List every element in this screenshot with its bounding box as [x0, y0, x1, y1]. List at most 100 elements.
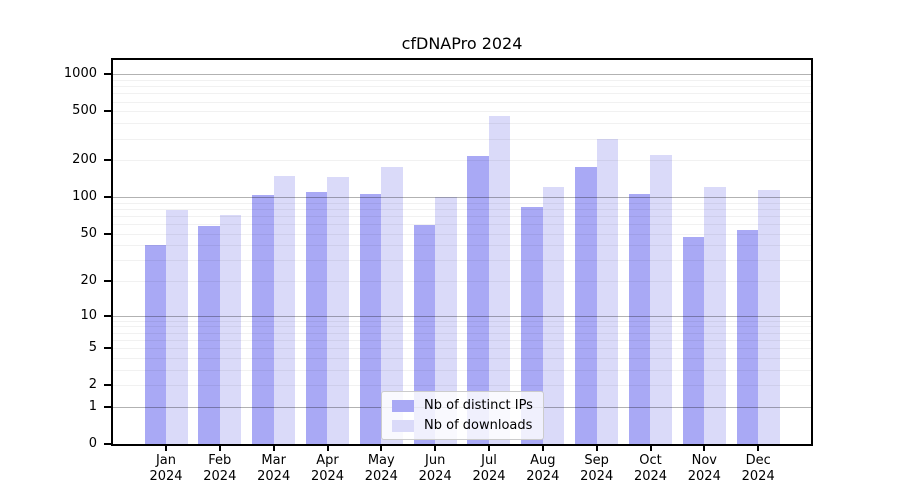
- x-tick-year: 2024: [687, 469, 721, 484]
- legend: Nb of distinct IPs Nb of downloads: [381, 391, 544, 440]
- gridline-minor: [113, 101, 811, 103]
- x-tick-label: Jan 2024: [138, 453, 194, 485]
- y-tick-mark: [104, 196, 111, 199]
- x-tick-month: Apr: [316, 453, 339, 468]
- bar-ips: [736, 229, 759, 444]
- gridline-minor: [113, 93, 811, 95]
- bar-ips: [521, 207, 543, 444]
- y-tick-label: 10: [80, 307, 97, 323]
- bar-downloads: [596, 138, 619, 444]
- x-tick-month: Jan: [155, 453, 177, 468]
- y-tick-mark: [104, 73, 111, 76]
- x-tick-mark: [380, 446, 383, 451]
- y-tick-mark: [104, 232, 111, 235]
- bar-ips: [575, 167, 597, 444]
- bar-ips: [628, 193, 651, 444]
- y-tick-mark: [104, 405, 111, 408]
- x-tick-label: Jul 2024: [461, 453, 517, 485]
- x-tick-mark: [218, 446, 221, 451]
- x-tick-year: 2024: [310, 469, 345, 484]
- y-tick-mark: [104, 110, 111, 113]
- y-tick-label: 500: [72, 103, 97, 119]
- y-tick-mark: [104, 314, 111, 317]
- bar-ips: [413, 225, 436, 444]
- x-tick-year: 2024: [633, 469, 668, 484]
- x-tick-year: 2024: [418, 469, 452, 484]
- x-tick-label: Jun 2024: [407, 453, 463, 485]
- bar-downloads: [435, 196, 457, 444]
- x-tick-label: Sep 2024: [569, 453, 625, 485]
- x-tick-month: Nov: [691, 453, 717, 468]
- legend-label: Nb of downloads: [424, 418, 533, 433]
- x-tick-month: May: [367, 453, 395, 468]
- gridline-minor: [113, 160, 811, 162]
- bar-ips: [144, 245, 166, 444]
- y-tick-label: 0: [88, 436, 97, 451]
- x-tick-mark: [434, 446, 437, 451]
- gridline-minor: [113, 86, 811, 88]
- x-tick-mark: [595, 446, 598, 451]
- x-tick-mark: [165, 446, 167, 451]
- bar-downloads: [650, 155, 672, 444]
- y-tick-label: 200: [72, 152, 97, 168]
- x-tick-mark: [541, 446, 544, 451]
- x-tick-mark: [326, 446, 329, 451]
- bar-downloads: [758, 190, 780, 444]
- x-tick-label: Oct 2024: [623, 453, 679, 485]
- x-tick-year: 2024: [364, 469, 398, 484]
- x-tick-year: 2024: [580, 469, 614, 484]
- bar-downloads: [488, 116, 511, 444]
- y-tick-mark: [104, 384, 111, 387]
- legend-row: Nb of downloads: [392, 418, 533, 433]
- x-tick-month: Mar: [261, 453, 286, 468]
- y-tick-label: 50: [80, 225, 97, 241]
- x-tick-month: Jul: [481, 453, 497, 468]
- x-tick-label: Nov 2024: [676, 453, 732, 485]
- y-tick-label: 100: [72, 189, 97, 205]
- y-tick-label: 5: [88, 340, 97, 356]
- x-tick-month: Aug: [530, 453, 556, 468]
- x-tick-label: Aug 2024: [515, 453, 571, 485]
- x-tick-label: May 2024: [353, 453, 409, 485]
- bar-downloads: [542, 186, 565, 444]
- chart-title: cfDNAPro 2024: [401, 34, 523, 53]
- x-tick-label: Dec 2024: [730, 453, 786, 485]
- gridline-minor: [113, 111, 811, 113]
- y-tick-label: 20: [80, 273, 97, 289]
- gridline-minor: [113, 123, 811, 125]
- x-tick-month: Jun: [425, 453, 446, 468]
- x-tick-month: Feb: [208, 453, 232, 468]
- x-tick-month: Sep: [584, 453, 609, 468]
- bar-downloads: [327, 177, 349, 444]
- gridline-minor: [113, 80, 811, 81]
- legend-swatch: [392, 419, 414, 432]
- bar-ips: [467, 156, 489, 444]
- x-tick-year: 2024: [257, 469, 291, 484]
- x-tick-year: 2024: [526, 469, 560, 484]
- x-tick-label: Mar 2024: [246, 453, 302, 485]
- bar-ips: [252, 194, 274, 444]
- y-tick-label: 1: [88, 398, 97, 414]
- x-tick-year: 2024: [472, 469, 506, 484]
- y-tick-label: 1000: [63, 66, 97, 82]
- y-tick-mark: [104, 443, 111, 445]
- y-tick-mark: [104, 347, 111, 350]
- bar-ips: [305, 192, 328, 444]
- x-tick-label: Feb 2024: [192, 453, 248, 485]
- y-tick-mark: [104, 159, 111, 162]
- x-tick-mark: [272, 446, 275, 451]
- x-tick-year: 2024: [741, 469, 775, 484]
- bar-ips: [198, 225, 220, 444]
- plot-area: Nb of distinct IPs Nb of downloads 0 1 2 5 10…: [64, 58, 813, 484]
- bar-downloads: [219, 214, 242, 444]
- gridline-minor: [113, 138, 811, 140]
- x-tick-year: 2024: [203, 469, 237, 484]
- legend-label: Nb of distinct IPs: [424, 398, 533, 413]
- bar-downloads: [704, 187, 726, 444]
- x-tick-month: Dec: [745, 453, 771, 468]
- x-tick-mark: [757, 446, 760, 451]
- legend-swatch: [392, 399, 414, 412]
- bar-downloads: [166, 210, 188, 444]
- x-tick-mark: [649, 446, 652, 451]
